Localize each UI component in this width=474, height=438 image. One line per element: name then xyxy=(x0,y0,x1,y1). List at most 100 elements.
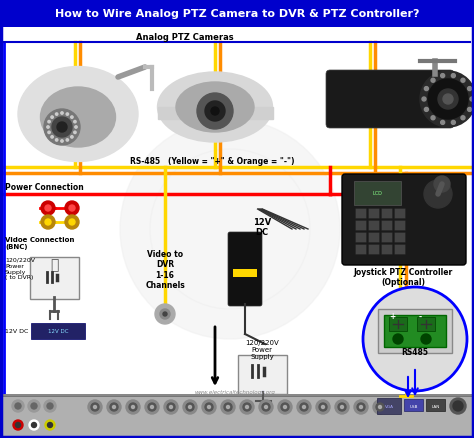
Circle shape xyxy=(283,406,286,409)
FancyBboxPatch shape xyxy=(368,233,380,243)
Circle shape xyxy=(183,400,197,414)
Circle shape xyxy=(15,403,21,409)
Circle shape xyxy=(441,121,445,125)
Circle shape xyxy=(297,400,311,414)
Circle shape xyxy=(52,118,72,138)
FancyBboxPatch shape xyxy=(382,245,392,255)
Circle shape xyxy=(393,334,403,344)
Circle shape xyxy=(47,423,53,427)
Circle shape xyxy=(264,406,267,409)
Circle shape xyxy=(164,400,178,414)
Circle shape xyxy=(148,403,156,411)
FancyBboxPatch shape xyxy=(368,245,380,255)
Circle shape xyxy=(55,139,58,142)
Circle shape xyxy=(335,400,349,414)
Circle shape xyxy=(13,420,23,430)
Circle shape xyxy=(28,400,40,412)
Circle shape xyxy=(160,309,170,319)
Circle shape xyxy=(321,406,325,409)
FancyBboxPatch shape xyxy=(404,399,423,412)
Text: Power Connection: Power Connection xyxy=(5,183,84,192)
Text: 120/220V
Power
Supply: 120/220V Power Supply xyxy=(245,339,279,359)
Circle shape xyxy=(74,132,76,134)
Text: 12V DC: 12V DC xyxy=(5,329,28,334)
Circle shape xyxy=(424,180,452,208)
Circle shape xyxy=(302,406,306,409)
Circle shape xyxy=(120,120,340,339)
Circle shape xyxy=(205,102,225,122)
Circle shape xyxy=(246,406,248,409)
Circle shape xyxy=(48,121,50,124)
Circle shape xyxy=(453,401,463,411)
Text: 12V DC: 12V DC xyxy=(48,329,68,334)
Circle shape xyxy=(450,398,466,414)
Circle shape xyxy=(69,219,75,226)
Circle shape xyxy=(167,403,175,411)
FancyBboxPatch shape xyxy=(384,315,446,347)
Circle shape xyxy=(29,420,39,430)
FancyBboxPatch shape xyxy=(342,175,466,265)
Circle shape xyxy=(155,304,175,324)
Circle shape xyxy=(208,406,210,409)
Circle shape xyxy=(91,403,99,411)
FancyBboxPatch shape xyxy=(417,317,435,331)
Bar xyxy=(2,396,472,436)
Circle shape xyxy=(441,74,445,78)
Circle shape xyxy=(31,423,36,427)
Circle shape xyxy=(71,136,73,139)
FancyBboxPatch shape xyxy=(356,233,366,243)
FancyBboxPatch shape xyxy=(382,209,392,219)
Circle shape xyxy=(107,400,121,414)
Circle shape xyxy=(240,400,254,414)
Circle shape xyxy=(51,117,53,119)
Circle shape xyxy=(211,108,219,116)
Circle shape xyxy=(131,406,135,409)
FancyBboxPatch shape xyxy=(394,233,405,243)
Circle shape xyxy=(319,403,327,411)
Circle shape xyxy=(151,406,154,409)
Circle shape xyxy=(434,177,450,193)
Ellipse shape xyxy=(18,67,138,162)
FancyBboxPatch shape xyxy=(354,182,401,205)
FancyBboxPatch shape xyxy=(382,221,392,231)
Text: Vidoe Connection
(BNC): Vidoe Connection (BNC) xyxy=(5,237,74,249)
FancyBboxPatch shape xyxy=(356,245,366,255)
Circle shape xyxy=(281,403,289,411)
FancyBboxPatch shape xyxy=(382,233,392,243)
Circle shape xyxy=(379,406,382,409)
Circle shape xyxy=(186,403,194,411)
Circle shape xyxy=(424,88,428,92)
Circle shape xyxy=(340,406,344,409)
Circle shape xyxy=(126,400,140,414)
FancyBboxPatch shape xyxy=(377,398,401,414)
FancyBboxPatch shape xyxy=(238,355,287,394)
Circle shape xyxy=(278,400,292,414)
Circle shape xyxy=(421,334,431,344)
Circle shape xyxy=(431,117,435,120)
Text: LAN: LAN xyxy=(432,404,440,408)
Circle shape xyxy=(61,141,63,143)
FancyBboxPatch shape xyxy=(30,258,79,299)
Circle shape xyxy=(69,205,75,212)
Circle shape xyxy=(468,108,472,112)
Circle shape xyxy=(129,403,137,411)
Circle shape xyxy=(110,403,118,411)
Circle shape xyxy=(461,79,465,83)
Circle shape xyxy=(431,79,435,83)
Circle shape xyxy=(65,201,79,215)
Circle shape xyxy=(420,72,474,128)
Circle shape xyxy=(451,121,456,125)
Circle shape xyxy=(376,403,384,411)
Circle shape xyxy=(259,400,273,414)
Circle shape xyxy=(438,90,458,110)
Circle shape xyxy=(44,110,80,146)
Text: RS-485   (Yellow = "+" & Orange = "-"): RS-485 (Yellow = "+" & Orange = "-") xyxy=(130,157,294,166)
FancyBboxPatch shape xyxy=(389,317,407,331)
Circle shape xyxy=(163,312,167,316)
FancyBboxPatch shape xyxy=(427,399,446,412)
Circle shape xyxy=(363,287,467,391)
Circle shape xyxy=(51,136,53,139)
Circle shape xyxy=(205,403,213,411)
FancyBboxPatch shape xyxy=(31,323,85,339)
Circle shape xyxy=(55,113,58,116)
